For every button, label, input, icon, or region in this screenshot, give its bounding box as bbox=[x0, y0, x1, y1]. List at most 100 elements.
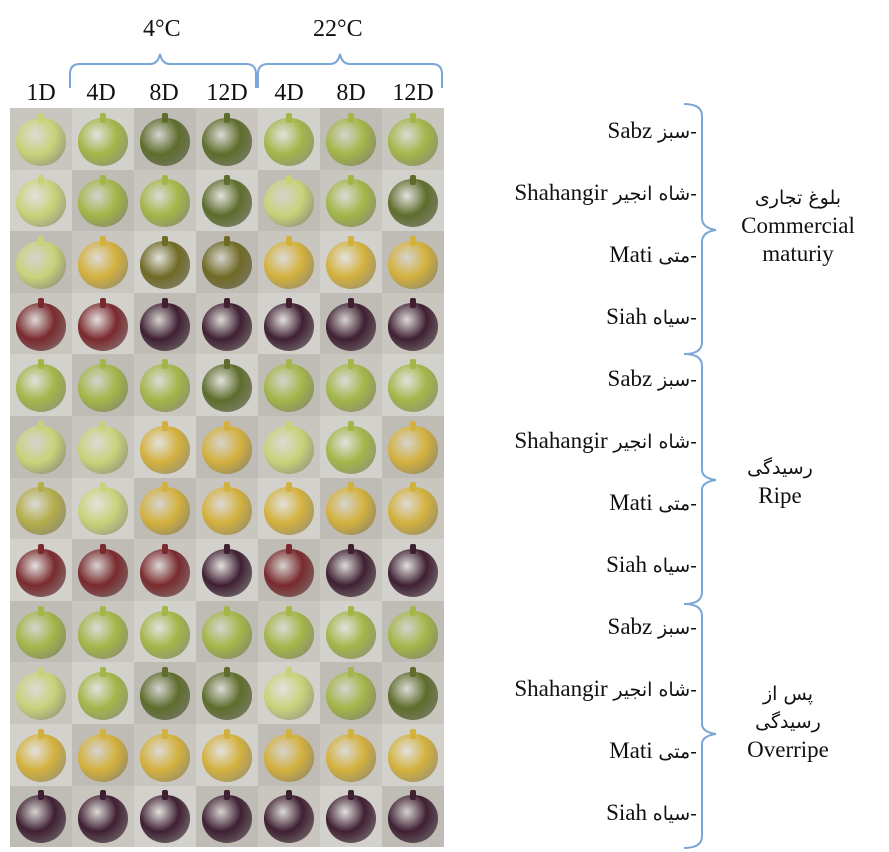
fig-photo-cell bbox=[320, 539, 382, 601]
day-header-2: 4D bbox=[86, 80, 116, 106]
fig-photo-cell bbox=[134, 477, 196, 540]
fig-fruit bbox=[388, 425, 438, 474]
fig-stem bbox=[100, 482, 106, 493]
fig-stem bbox=[224, 667, 230, 678]
fig-stem bbox=[38, 174, 44, 185]
fig-photo-cell bbox=[382, 600, 444, 663]
fig-photo-cell bbox=[320, 662, 382, 724]
fig-fruit bbox=[16, 549, 66, 598]
fig-photo-cell bbox=[10, 108, 72, 170]
fig-stem bbox=[286, 359, 292, 370]
fig-stem bbox=[38, 420, 44, 431]
fig-photo-cell bbox=[320, 723, 382, 786]
fig-fruit bbox=[202, 610, 252, 659]
fig-photo-cell bbox=[10, 415, 72, 478]
fig-stem bbox=[162, 667, 168, 678]
fig-fruit bbox=[16, 364, 66, 413]
fig-fruit bbox=[78, 241, 128, 290]
fig-photo-cell bbox=[134, 108, 196, 170]
group-commercial-en-2: maturiy bbox=[762, 241, 834, 266]
variety-label-fa: -سیاه bbox=[652, 307, 697, 329]
fig-stem bbox=[410, 236, 416, 247]
fig-fruit bbox=[388, 487, 438, 536]
fig-stem bbox=[286, 174, 292, 185]
variety-label-en: Shahangir bbox=[514, 428, 614, 453]
fig-fruit bbox=[326, 610, 376, 659]
fig-stem bbox=[410, 420, 416, 431]
fig-fruit bbox=[140, 795, 190, 844]
fig-fruit bbox=[326, 487, 376, 536]
fig-photo-cell bbox=[382, 723, 444, 786]
group-overripe-fa-2: رسیدگی bbox=[755, 711, 821, 733]
fig-fruit bbox=[202, 179, 252, 228]
fig-stem bbox=[410, 297, 416, 308]
brace-22c bbox=[257, 53, 443, 88]
fig-fruit bbox=[326, 179, 376, 228]
fig-stem bbox=[38, 297, 44, 308]
fig-stem bbox=[224, 482, 230, 493]
fig-photo-cell bbox=[320, 477, 382, 540]
fig-photo-cell bbox=[10, 600, 72, 663]
fig-fruit bbox=[140, 117, 190, 166]
fig-stem bbox=[38, 236, 44, 247]
fig-fruit bbox=[202, 487, 252, 536]
fig-photo-cell bbox=[382, 415, 444, 478]
fig-photo-cell bbox=[382, 231, 444, 293]
brace-overripe bbox=[683, 603, 717, 849]
fig-fruit bbox=[264, 117, 314, 166]
fig-photo-cell bbox=[196, 169, 258, 232]
fig-fruit bbox=[264, 610, 314, 659]
fig-photo-cell bbox=[72, 477, 134, 540]
fig-photo-cell bbox=[72, 723, 134, 786]
fig-stem bbox=[38, 482, 44, 493]
fig-stem bbox=[348, 790, 354, 801]
fig-photo-cell bbox=[134, 292, 196, 355]
fig-photo-cell bbox=[382, 662, 444, 724]
fig-fruit bbox=[326, 672, 376, 721]
fig-photo-cell bbox=[10, 539, 72, 601]
fig-fruit bbox=[16, 610, 66, 659]
variety-label-fa: -سبز bbox=[658, 617, 697, 639]
group-commercial-fa: بلوغ تجاری bbox=[754, 187, 842, 209]
fig-stem bbox=[348, 420, 354, 431]
fig-fruit bbox=[264, 733, 314, 782]
fig-stem bbox=[348, 112, 354, 123]
fig-photo-cell bbox=[72, 354, 134, 416]
fig-photo-cell bbox=[258, 662, 320, 724]
group-commercial-en-1: Commercial bbox=[741, 213, 855, 238]
fig-stem bbox=[38, 728, 44, 739]
fig-stem bbox=[162, 420, 168, 431]
fig-stem bbox=[162, 482, 168, 493]
fig-stem bbox=[224, 359, 230, 370]
fig-fruit bbox=[16, 425, 66, 474]
fig-fruit bbox=[78, 117, 128, 166]
fig-stem bbox=[410, 728, 416, 739]
fig-fruit bbox=[140, 733, 190, 782]
fig-fruit bbox=[388, 179, 438, 228]
group-ripe-en: Ripe bbox=[758, 483, 802, 508]
fig-stem bbox=[348, 667, 354, 678]
fig-stem bbox=[162, 297, 168, 308]
fig-fruit bbox=[388, 795, 438, 844]
fig-fruit bbox=[264, 179, 314, 228]
fig-fruit bbox=[388, 610, 438, 659]
fig-fruit bbox=[140, 672, 190, 721]
fig-photo-cell bbox=[382, 477, 444, 540]
fig-photo-cell bbox=[196, 292, 258, 355]
fig-fruit bbox=[202, 795, 252, 844]
fig-photo-cell bbox=[258, 600, 320, 663]
fig-fruit bbox=[326, 425, 376, 474]
fig-stem bbox=[286, 236, 292, 247]
fig-photo-cell bbox=[134, 231, 196, 293]
fig-stem bbox=[224, 790, 230, 801]
day-header-4: 12D bbox=[206, 80, 248, 106]
fig-fruit bbox=[202, 425, 252, 474]
variety-label-en: Sabz bbox=[607, 118, 658, 143]
fig-fruit bbox=[264, 425, 314, 474]
fig-photo-cell bbox=[134, 169, 196, 232]
temp-label-22c: 22°C bbox=[313, 16, 363, 42]
fig-stem bbox=[348, 236, 354, 247]
fig-photo-cell bbox=[72, 292, 134, 355]
fig-fruit bbox=[202, 302, 252, 351]
